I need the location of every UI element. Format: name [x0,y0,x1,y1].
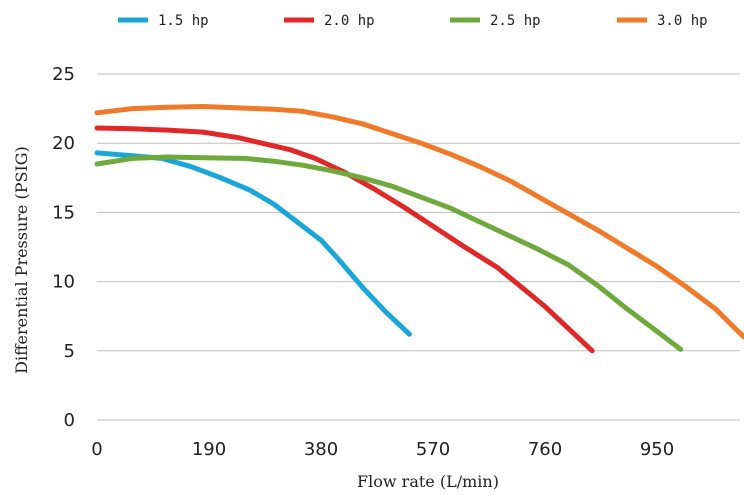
series-line-3-0-hp [94,104,744,341]
y-tick-label: 20 [52,133,75,154]
y-tick-label: 25 [52,64,75,85]
x-tick-label: 950 [640,439,674,460]
legend-label: 3.0 hp [657,13,708,29]
x-tick-label: 760 [528,439,562,460]
x-tick-label: 190 [192,439,226,460]
y-tick-label: 5 [64,341,75,362]
axes: 0 5 10 15 20 25 0 190 380 570 760 950 [52,64,740,460]
grid [97,73,740,352]
x-tick-label: 570 [416,439,450,460]
x-axis-title: Flow rate (L/min) [357,472,499,491]
x-tick-label: 0 [91,439,102,460]
legend-label: 2.0 hp [324,13,375,29]
legend-label: 1.5 hp [158,13,209,29]
x-tick-label: 380 [304,439,338,460]
series-line-2-0-hp [94,125,595,354]
legend: 1.5 hp 2.0 hp 2.5 hp 3.0 hp [118,13,708,29]
series [94,104,744,354]
y-tick-label: 15 [52,202,75,223]
series-line-2-5-hp [94,154,684,352]
y-tick-label: 10 [52,272,75,293]
legend-label: 2.5 hp [490,13,541,29]
y-tick-label: 0 [64,410,75,431]
y-axis-title: Differential Pressure (PSIG) [12,146,31,374]
